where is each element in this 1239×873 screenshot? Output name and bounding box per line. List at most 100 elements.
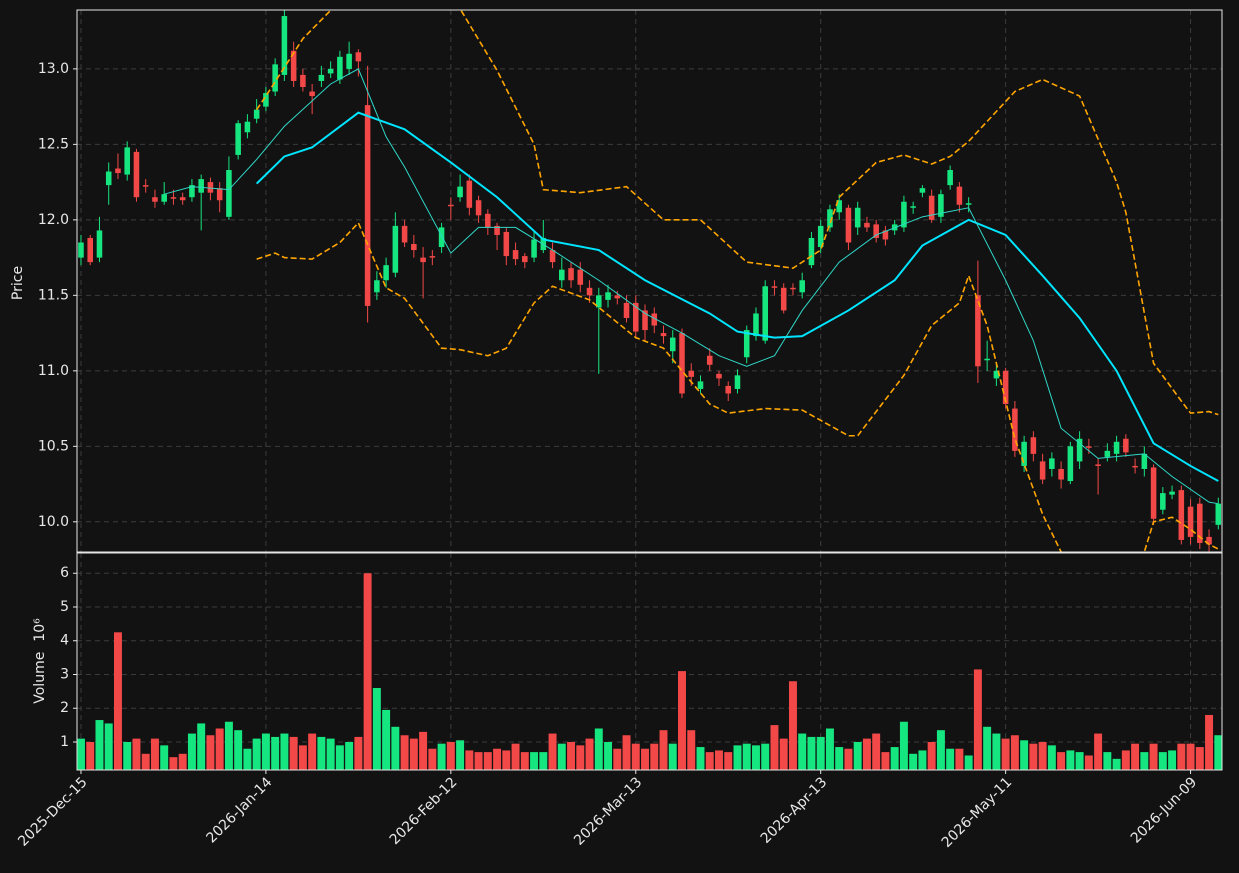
- volume-bar: [807, 736, 816, 770]
- candle-body: [475, 200, 482, 216]
- volume-bar: [1158, 752, 1167, 770]
- candle-body: [864, 222, 870, 228]
- candle-body: [466, 180, 473, 208]
- volume-bar: [622, 735, 631, 770]
- candle-body: [337, 56, 343, 80]
- volume-bar: [178, 753, 187, 770]
- volume-bar: [280, 733, 289, 770]
- volume-bar: [724, 752, 733, 770]
- indicator-line: [164, 68, 1219, 505]
- volume-bar: [733, 745, 742, 770]
- candle-body: [1132, 465, 1138, 468]
- volume-bar: [631, 743, 640, 770]
- candle-body: [956, 186, 963, 205]
- volume-bar: [372, 687, 381, 770]
- volume-bar: [261, 733, 270, 770]
- candle-body: [392, 225, 399, 273]
- volume-bar: [86, 741, 95, 770]
- candle-body: [189, 185, 195, 198]
- candle-body: [170, 197, 177, 199]
- candle-body: [586, 287, 593, 296]
- volume-bar: [1010, 735, 1019, 770]
- candle-body: [1049, 458, 1055, 469]
- candle-body: [1095, 464, 1101, 466]
- volume-bar: [1103, 752, 1112, 770]
- candle-body: [753, 313, 759, 337]
- volume-bar: [474, 752, 483, 770]
- volume-bar: [150, 738, 159, 770]
- plot-area: [77, 573, 1222, 770]
- price-frame: [76, 9, 1223, 553]
- volume-bar: [77, 738, 85, 770]
- volume-bar: [1075, 752, 1084, 770]
- candle-body: [688, 370, 695, 377]
- volume-bar: [668, 743, 677, 770]
- candle-body: [207, 182, 214, 193]
- volume-bar: [742, 743, 751, 770]
- volume-bar: [530, 752, 539, 770]
- volume-bar: [160, 745, 169, 770]
- volume-bar: [465, 750, 474, 770]
- volume-label-text: Volume: [32, 652, 48, 704]
- volume-bar: [298, 745, 307, 770]
- volume-bar: [437, 743, 446, 770]
- volume-bar: [520, 752, 529, 770]
- volume-bar: [576, 745, 585, 770]
- candle-body: [790, 287, 796, 290]
- volume-bar: [678, 671, 686, 770]
- y-tick-label: 12.5: [38, 136, 69, 152]
- volume-bar: [1214, 735, 1222, 770]
- candle-body: [679, 333, 685, 394]
- candle-body: [374, 280, 380, 293]
- candle-body: [854, 207, 861, 228]
- candle-body: [1160, 493, 1166, 510]
- candle-body: [651, 313, 658, 326]
- volume-bar: [881, 752, 890, 770]
- volume-bar: [835, 747, 844, 770]
- candle-body: [605, 292, 611, 300]
- volume-bar: [1177, 743, 1186, 770]
- volume-bar: [705, 752, 714, 770]
- candle-body: [309, 91, 315, 97]
- candle-body: [263, 93, 269, 107]
- candle-body: [420, 257, 426, 263]
- candle-body: [577, 269, 584, 285]
- volume-bar: [909, 753, 918, 770]
- volume-bar: [1029, 743, 1038, 770]
- candle-body: [87, 237, 93, 263]
- volume-bar: [650, 743, 659, 770]
- volume-bar: [973, 669, 982, 770]
- volume-bar: [539, 752, 548, 770]
- volume-bar: [696, 747, 705, 770]
- volume-bar: [890, 747, 899, 770]
- volume-bar: [1112, 758, 1121, 770]
- volume-bar: [113, 632, 122, 770]
- volume-bar: [206, 735, 215, 770]
- volume-bar: [585, 738, 594, 770]
- volume-bar: [788, 681, 797, 770]
- volume-bar: [456, 740, 465, 770]
- y-tick-label: 2: [60, 700, 69, 716]
- volume-bar: [872, 733, 881, 770]
- volume-bar: [382, 709, 391, 770]
- volume-bar: [1038, 741, 1047, 770]
- volume-bar: [493, 748, 502, 770]
- volume-bar: [95, 720, 104, 770]
- volume-bar: [363, 573, 372, 770]
- volume-bar: [1084, 755, 1093, 770]
- volume-bar: [641, 748, 649, 770]
- candle-body: [873, 224, 879, 238]
- y-tick-label: 6: [60, 565, 69, 581]
- candle-body: [355, 52, 362, 62]
- candle-body: [1030, 437, 1037, 454]
- volume-bar: [715, 750, 723, 770]
- volume-bar: [326, 738, 335, 770]
- candle-body: [300, 74, 306, 87]
- candle-body: [1104, 450, 1111, 457]
- volume-bar: [927, 741, 936, 770]
- candle-body: [281, 16, 288, 75]
- volume-bar: [215, 728, 224, 770]
- volume-bar: [483, 752, 492, 770]
